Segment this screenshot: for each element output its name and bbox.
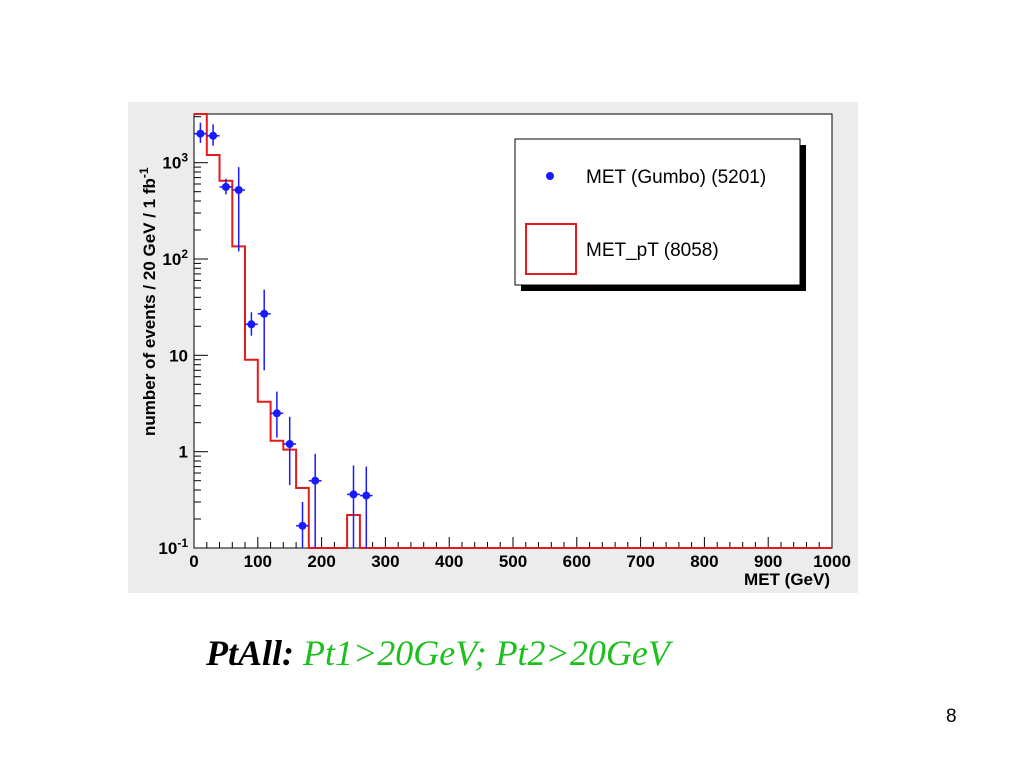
x-tick-label: 400 — [435, 552, 463, 571]
point-marker — [362, 491, 371, 500]
x-tick-labels: 0 100 200 300 400 500 600 700 800 900 1000 — [189, 552, 851, 571]
slide-number: 8 — [946, 706, 957, 727]
caption-label: PtAll: — [206, 633, 294, 673]
data-point — [232, 167, 245, 252]
point-marker — [247, 320, 256, 329]
legend-box — [514, 138, 801, 286]
legend-marker-gumbo — [546, 172, 554, 180]
data-point — [270, 391, 284, 438]
data-point — [347, 465, 360, 548]
legend-entry-met-pt: MET_pT (8058) — [586, 240, 719, 261]
y-tick-label: 10 — [169, 346, 188, 365]
y-axis-title: number of events / 20 GeV / 1 fb-1 — [137, 167, 159, 436]
y-tick-label: 102 — [162, 247, 188, 269]
data-point — [359, 466, 373, 548]
y-tick-labels: 10-1 1 10 102 103 — [158, 151, 188, 558]
data-point — [219, 178, 233, 195]
data-point — [206, 124, 220, 146]
x-tick-label: 300 — [371, 552, 399, 571]
x-tick-label: 700 — [626, 552, 654, 571]
data-point — [245, 312, 258, 336]
point-marker — [272, 409, 281, 418]
point-marker — [196, 129, 205, 138]
x-tick-label: 500 — [499, 552, 527, 571]
chart-svg: 0 100 200 300 400 500 600 700 800 900 1000 10-1110… — [128, 102, 858, 593]
point-marker — [311, 476, 320, 485]
data-point — [308, 453, 322, 548]
data-point — [296, 502, 309, 548]
legend-marker-met-pt — [525, 223, 577, 275]
legend: MET (Gumbo) (5201) MET_pT (8058) — [514, 138, 806, 291]
point-marker — [260, 309, 269, 318]
data-point — [257, 289, 271, 371]
x-tick-label: 100 — [244, 552, 272, 571]
caption-cuts: Pt1>20GeV; Pt2>20GeV — [303, 633, 670, 673]
point-marker — [209, 131, 218, 140]
point-marker — [234, 186, 243, 194]
x-tick-label: 1000 — [813, 552, 851, 571]
x-axis-title: MET (GeV) — [744, 570, 830, 589]
point-marker — [221, 182, 230, 191]
x-tick-label: 900 — [754, 552, 782, 571]
y-tick-label: 1 — [179, 443, 188, 462]
x-tick-label: 200 — [307, 552, 335, 571]
data-point — [283, 416, 297, 486]
point-marker — [349, 490, 358, 499]
y-tick-label: 10-1 — [158, 536, 188, 558]
legend-entry-gumbo: MET (Gumbo) (5201) — [586, 167, 766, 188]
point-marker — [298, 521, 307, 530]
met-pt-histogram — [194, 113, 832, 549]
x-tick-label: 0 — [189, 552, 198, 571]
histogram-chart: 0 100 200 300 400 500 600 700 800 900 1000 10-1 1 10… — [128, 102, 858, 593]
met-pt-step-line — [194, 113, 832, 549]
y-tick-label: 103 — [162, 151, 188, 173]
data-point — [194, 122, 207, 143]
point-marker — [285, 440, 294, 448]
axis-ticks — [193, 116, 833, 549]
met-gumbo-points — [194, 122, 373, 548]
slide-caption: PtAll: Pt1>20GeV; Pt2>20GeV — [206, 632, 670, 674]
x-tick-label: 600 — [563, 552, 591, 571]
x-tick-label: 800 — [690, 552, 718, 571]
